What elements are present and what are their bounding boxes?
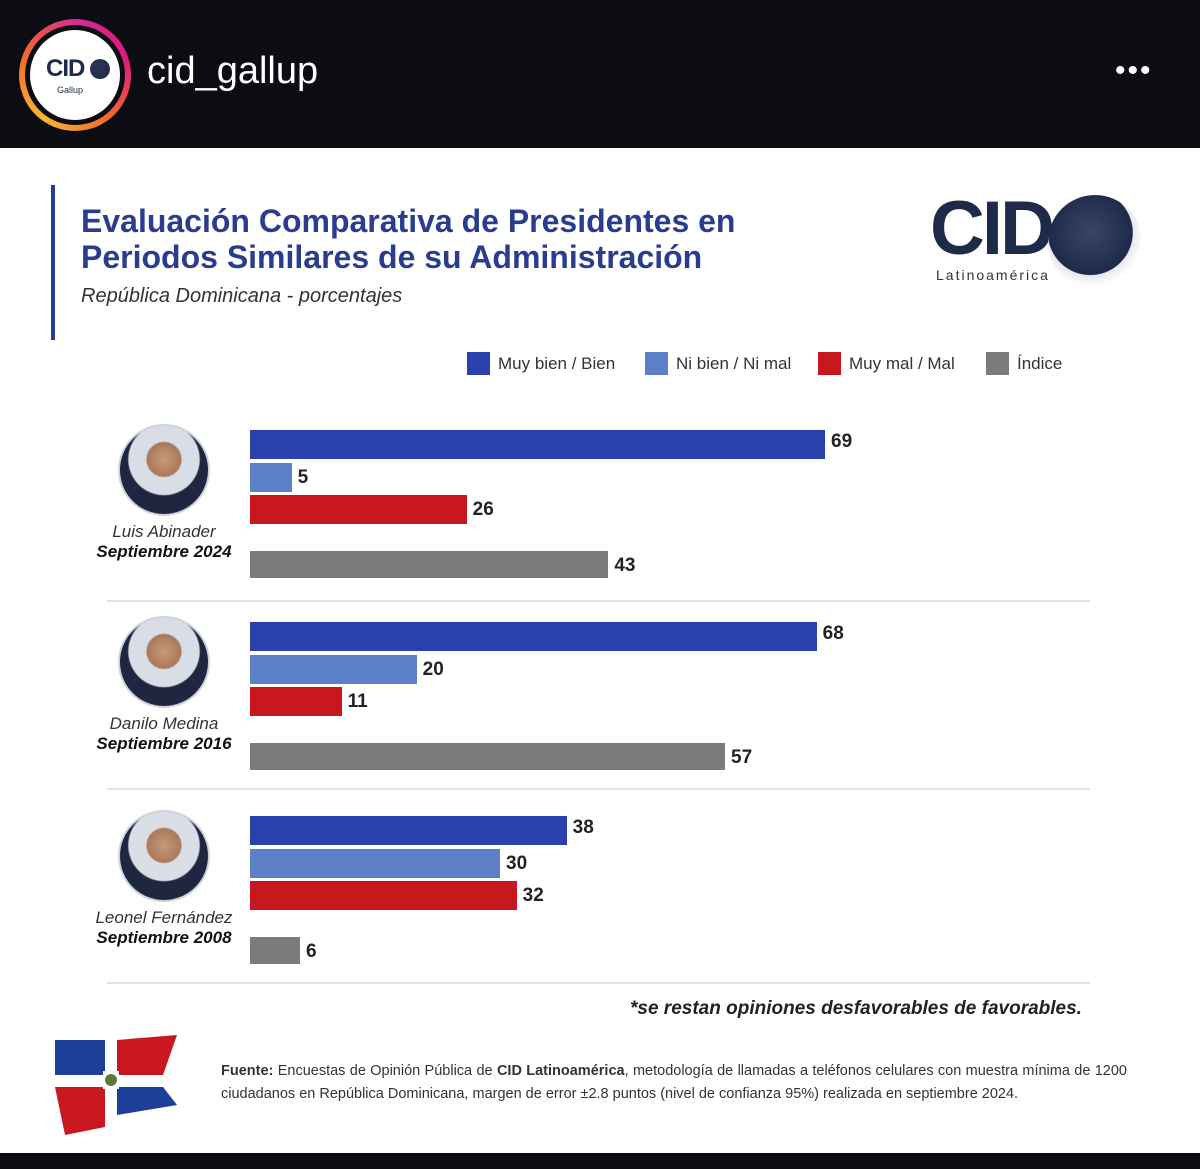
bar-muy-bien xyxy=(250,622,817,651)
data-label: 11 xyxy=(347,691,368,712)
title-accent-line xyxy=(51,185,55,340)
president-label: Luis Abinader Septiembre 2024 xyxy=(96,522,232,561)
bar-ni-bien xyxy=(250,849,500,878)
group-divider xyxy=(107,600,1090,602)
legend-swatch xyxy=(645,352,668,375)
story-ring[interactable]: CID Gallup xyxy=(19,19,131,131)
president-photo xyxy=(118,424,210,516)
data-label: 43 xyxy=(614,555,636,576)
president-label: Danilo Medina Septiembre 2016 xyxy=(96,714,232,753)
bar-ni-bien xyxy=(250,655,417,684)
legend-item-ni-bien: Ni bien / Ni mal xyxy=(645,352,791,375)
legend-label: Índice xyxy=(1017,353,1063,373)
president-photo xyxy=(118,616,210,708)
president-label: Leonel Fernández Septiembre 2008 xyxy=(95,908,233,947)
data-label: 69 xyxy=(831,431,853,452)
chart-subtitle: República Dominicana - porcentajes xyxy=(81,285,403,307)
bar-muy-mal xyxy=(250,881,517,910)
legend-item-muy-bien: Muy bien / Bien xyxy=(467,352,615,375)
bar-muy-bien xyxy=(250,816,567,845)
legend-label: Muy bien / Bien xyxy=(498,353,616,373)
legend-swatch xyxy=(818,352,841,375)
bar-indice xyxy=(250,743,725,770)
legend-item-indice: Índice xyxy=(986,352,1062,375)
more-horizontal-icon[interactable]: ••• xyxy=(1115,54,1153,87)
bar-muy-bien xyxy=(250,430,825,459)
data-label: 6 xyxy=(306,941,317,962)
bar-indice xyxy=(250,551,609,578)
data-label: 20 xyxy=(422,659,444,680)
data-label: 32 xyxy=(522,885,544,906)
data-label: 30 xyxy=(506,853,528,874)
data-label: 38 xyxy=(572,817,594,838)
avatar[interactable]: CID Gallup xyxy=(30,30,120,120)
data-label: 57 xyxy=(731,747,753,768)
group-divider xyxy=(107,788,1090,790)
username-link[interactable]: cid_gallup xyxy=(147,50,319,92)
footnote: *se restan opiniones desfavorables de fa… xyxy=(630,998,1082,1019)
legend-swatch xyxy=(467,352,490,375)
globe-icon xyxy=(90,59,110,79)
bar-ni-bien xyxy=(250,463,292,492)
bar-muy-mal xyxy=(250,687,342,716)
group-divider xyxy=(107,982,1090,984)
data-label: 5 xyxy=(297,467,309,488)
globe-icon xyxy=(1048,195,1142,289)
data-label: 26 xyxy=(472,499,494,520)
chart-title: Evaluación Comparativa de Presidentes en… xyxy=(81,203,736,275)
source-text: Fuente: Encuestas de Opinión Pública de … xyxy=(221,1063,1127,1102)
dominican-flag-icon xyxy=(55,1035,177,1135)
bar-indice xyxy=(250,937,300,964)
president-photo xyxy=(118,810,210,902)
bar-muy-mal xyxy=(250,495,467,524)
legend-swatch xyxy=(986,352,1009,375)
legend-item-muy-mal: Muy mal / Mal xyxy=(818,352,955,375)
post-header: CID Gallup cid_gallup ••• xyxy=(0,0,1200,148)
legend-label: Muy mal / Mal xyxy=(849,353,955,373)
legend-label: Ni bien / Ni mal xyxy=(676,353,792,373)
data-label: 68 xyxy=(822,623,844,644)
